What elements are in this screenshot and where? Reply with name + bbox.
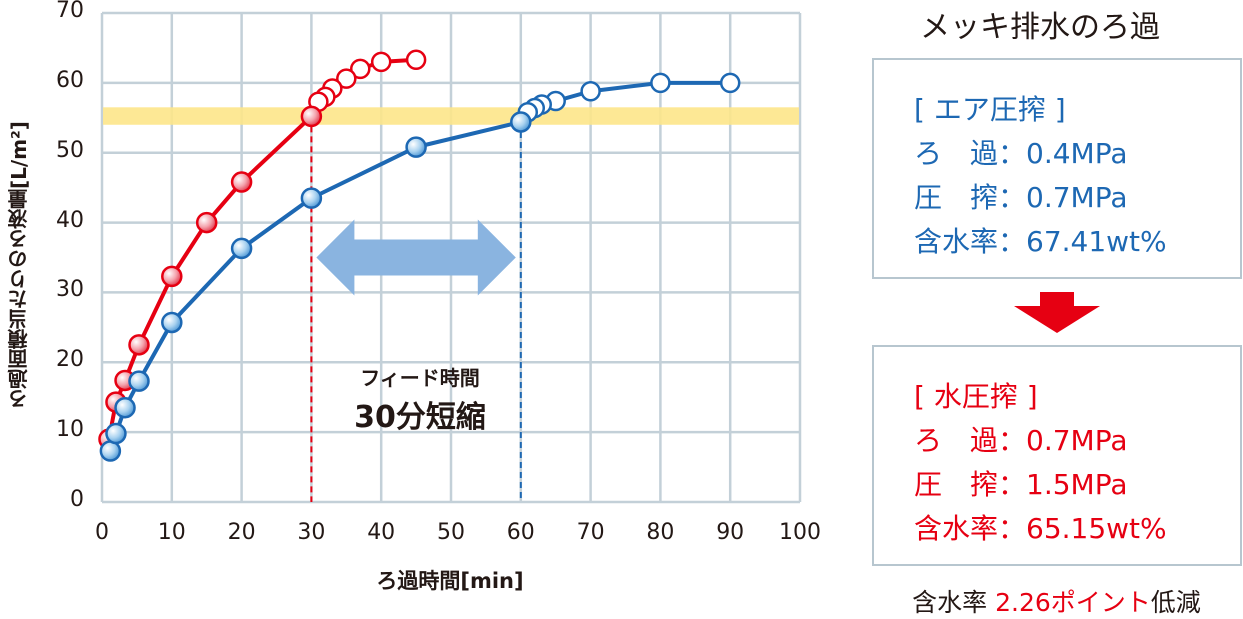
air-press-box: [ エア圧搾 ] ろ 過：0.4MPa 圧 搾：0.7MPa 含水率：67.41… xyxy=(872,58,1242,279)
water-moisture-content: 含水率：65.15wt% xyxy=(914,512,1167,545)
x-tick-label: 0 xyxy=(95,520,109,545)
down-arrow-icon xyxy=(1014,292,1100,333)
data-point-open xyxy=(350,58,371,80)
y-tick-label: 70 xyxy=(56,0,84,23)
x-tick-label: 60 xyxy=(506,520,535,545)
summary-highlight: 2.26ポイント xyxy=(995,588,1151,617)
x-tick-label: 90 xyxy=(716,520,745,545)
data-point-open xyxy=(580,80,601,102)
data-point-filled xyxy=(161,311,183,334)
data-point-filled xyxy=(99,440,122,462)
x-tick-label: 100 xyxy=(779,520,821,545)
air-filtration-pressure: ろ 過：0.4MPa xyxy=(914,137,1128,170)
x-axis-label: ろ過時間[min] xyxy=(376,569,524,593)
data-point-open xyxy=(336,68,357,89)
annotation-feed-time: フィード時間 xyxy=(360,366,480,390)
air-moisture-content: 含水率：67.41wt% xyxy=(914,225,1167,258)
air-press-pressure: 圧 搾：0.7MPa xyxy=(914,181,1128,214)
double-arrow-icon xyxy=(316,219,516,296)
summary-suffix: 低減 xyxy=(1150,588,1201,617)
data-point-open xyxy=(405,49,427,71)
reference-lines xyxy=(310,116,522,502)
y-tick-label: 50 xyxy=(56,137,84,163)
water-press-box: [ 水圧搾 ] ろ 過：0.7MPa 圧 搾：1.5MPa 含水率：65.15w… xyxy=(872,345,1242,566)
data-point-filled xyxy=(230,237,253,260)
summary-text: 含水率 2.26ポイント低減 xyxy=(870,583,1243,619)
data-point-filled xyxy=(128,334,150,356)
annotation-reduction: 30分短縮 xyxy=(354,400,486,435)
y-tick-label: 10 xyxy=(56,417,84,443)
x-tick-label: 20 xyxy=(227,520,256,545)
x-tick-label: 10 xyxy=(157,520,186,545)
y-tick-label: 0 xyxy=(70,487,84,512)
chart-grid xyxy=(100,11,802,504)
water-press-pressure: 圧 搾：1.5MPa xyxy=(914,468,1128,501)
data-point-filled xyxy=(114,396,136,419)
data-point-filled xyxy=(230,171,253,193)
x-tick-label: 70 xyxy=(576,520,605,545)
water-press-heading: [ 水圧搾 ] xyxy=(914,380,1038,413)
y-axis-label: ろ過面積当たりのろ液量[L/m²] xyxy=(7,121,31,409)
data-point-filled xyxy=(128,370,150,392)
y-tick-label: 20 xyxy=(56,347,84,373)
air-press-heading: [ エア圧搾 ] xyxy=(914,93,1066,126)
data-point-filled xyxy=(105,422,127,445)
summary-prefix: 含水率 xyxy=(912,588,996,617)
data-point-filled xyxy=(405,136,427,158)
line-chart xyxy=(98,11,802,504)
data-point-filled xyxy=(300,187,323,209)
y-tick-label: 60 xyxy=(56,67,84,93)
x-tick-label: 50 xyxy=(437,520,465,545)
data-point-filled xyxy=(300,105,323,128)
data-point-filled xyxy=(161,265,183,288)
data-point-open xyxy=(650,72,671,94)
water-filtration-pressure: ろ 過：0.7MPa xyxy=(914,424,1128,457)
y-tick-label: 30 xyxy=(56,277,84,303)
data-point-open xyxy=(370,51,392,73)
data-point-open xyxy=(719,72,741,94)
x-tick-label: 40 xyxy=(367,520,396,545)
target-band xyxy=(103,107,799,125)
side-title: メッキ排水のろ過 xyxy=(920,10,1160,45)
data-series xyxy=(98,49,741,462)
y-tick-label: 40 xyxy=(56,207,84,233)
x-tick-label: 30 xyxy=(297,520,326,545)
x-tick-label: 80 xyxy=(646,520,675,545)
data-point-filled xyxy=(195,211,218,234)
data-point-filled xyxy=(510,111,532,133)
